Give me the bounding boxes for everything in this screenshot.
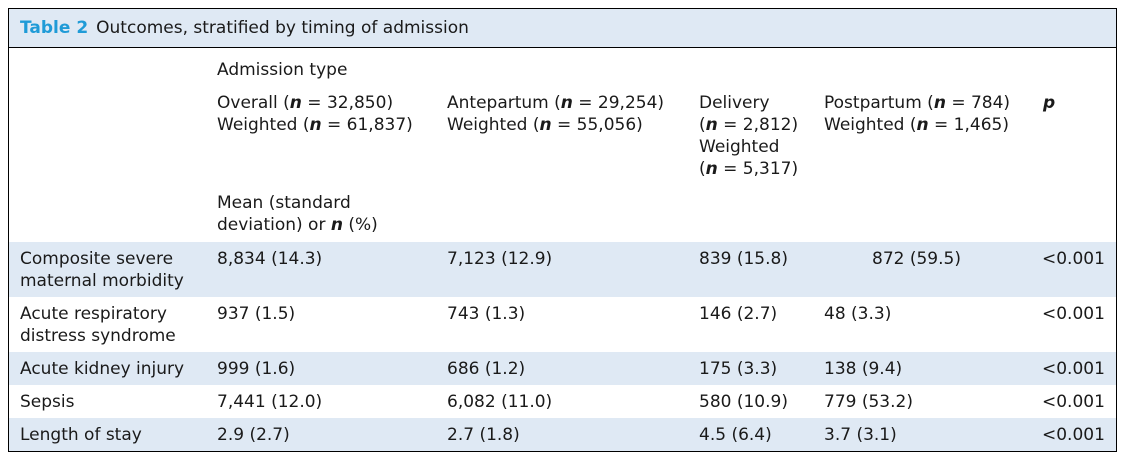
cell-delivery: 146 (2.7) bbox=[699, 304, 778, 324]
cell-overall: 937 (1.5) bbox=[217, 304, 296, 324]
cell-overall: 7,441 (12.0) bbox=[217, 392, 323, 412]
cell-antepartum: 7,123 (12.9) bbox=[447, 249, 553, 269]
cell-postpartum: 779 (53.2) bbox=[824, 392, 913, 412]
cell-overall: 999 (1.6) bbox=[217, 359, 296, 379]
cell-postpartum: 3.7 (3.1) bbox=[824, 425, 897, 445]
cell-p: <0.001 bbox=[1042, 304, 1105, 324]
cell-antepartum: 743 (1.3) bbox=[447, 304, 526, 324]
cell-postpartum: 138 (9.4) bbox=[824, 359, 903, 379]
cell-antepartum: 686 (1.2) bbox=[447, 359, 526, 379]
cell-antepartum: 6,082 (11.0) bbox=[447, 392, 553, 412]
cell-delivery: 175 (3.3) bbox=[699, 359, 778, 379]
col-header-delivery: Delivery (n = 2,812) Weighted (n = 5,317… bbox=[699, 93, 799, 179]
cell-p: <0.001 bbox=[1042, 392, 1105, 412]
col-header-postpartum: Postpartum (n = 784) Weighted (n = 1,465… bbox=[824, 93, 1011, 135]
cell-postpartum: 48 (3.3) bbox=[824, 304, 892, 324]
table-caption: Table 2 Outcomes, stratified by timing o… bbox=[9, 9, 1116, 48]
cell-p: <0.001 bbox=[1042, 359, 1105, 379]
row-label: Acute respiratory distress syndrome bbox=[20, 304, 176, 346]
row-label: Length of stay bbox=[20, 425, 142, 445]
cell-antepartum: 2.7 (1.8) bbox=[447, 425, 520, 445]
cell-p: <0.001 bbox=[1042, 425, 1105, 445]
table-row-length-of-stay: Length of stay 2.9 (2.7) 2.7 (1.8) 4.5 (… bbox=[9, 418, 1116, 451]
table-row-aki: Acute kidney injury 999 (1.6) 686 (1.2) … bbox=[9, 352, 1116, 385]
row-label: Acute kidney injury bbox=[20, 359, 185, 379]
col-header-p: p bbox=[1043, 93, 1056, 113]
table-title: Outcomes, stratified by timing of admiss… bbox=[96, 18, 469, 38]
cell-p: <0.001 bbox=[1042, 249, 1105, 269]
cell-delivery: 4.5 (6.4) bbox=[699, 425, 772, 445]
admission-type-label: Admission type bbox=[217, 60, 348, 80]
cell-overall: 8,834 (14.3) bbox=[217, 249, 323, 269]
cell-delivery: 580 (10.9) bbox=[699, 392, 788, 412]
table-number: Table 2 bbox=[20, 18, 89, 38]
stat-label: Mean (standard deviation) or n (%) bbox=[217, 193, 378, 235]
table-header: Admission type Overall (n = 32,850) Weig… bbox=[9, 48, 1116, 242]
row-label: Sepsis bbox=[20, 392, 75, 412]
table-row-sepsis: Sepsis 7,441 (12.0) 6,082 (11.0) 580 (10… bbox=[9, 385, 1116, 418]
col-header-antepartum: Antepartum (n = 29,254) Weighted (n = 55… bbox=[447, 93, 665, 135]
cell-delivery: 839 (15.8) bbox=[699, 249, 788, 269]
row-label: Composite severe maternal morbidity bbox=[20, 249, 184, 291]
table-frame: Table 2 Outcomes, stratified by timing o… bbox=[8, 8, 1117, 452]
table-row-composite: Composite severe maternal morbidity 8,834… bbox=[9, 242, 1116, 297]
cell-postpartum: 872 (59.5) bbox=[872, 249, 961, 269]
col-header-overall: Overall (n = 32,850) Weighted (n = 61,83… bbox=[217, 93, 413, 135]
cell-overall: 2.9 (2.7) bbox=[217, 425, 290, 445]
table-row-ards: Acute respiratory distress syndrome 937 (… bbox=[9, 297, 1116, 352]
